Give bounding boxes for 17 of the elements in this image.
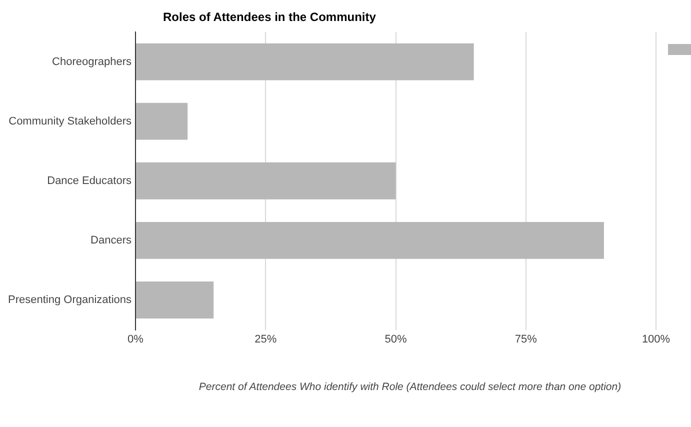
bar <box>136 43 474 80</box>
x-tick-label: 75% <box>514 333 538 346</box>
y-tick-label: Choreographers <box>52 56 132 68</box>
chart-title: Roles of Attendees in the Community <box>163 10 376 24</box>
y-tick-label: Dancers <box>90 234 132 246</box>
y-tick-label: Community Stakeholders <box>8 115 132 128</box>
y-tick-label: Presenting Organizations <box>8 294 132 306</box>
bar <box>136 162 396 200</box>
x-tick-label: 100% <box>642 333 670 346</box>
x-axis-title: Percent of Attendees Who identify with Role (Attendees could select more than one option) <box>198 381 622 393</box>
y-tick-label: Dance Educators <box>47 174 132 187</box>
bar <box>136 102 188 140</box>
x-tick-label: 50% <box>384 333 407 346</box>
bar <box>136 282 214 318</box>
x-tick-label: 0% <box>128 333 144 346</box>
x-tick-label: 25% <box>254 333 277 346</box>
bar <box>136 222 604 259</box>
